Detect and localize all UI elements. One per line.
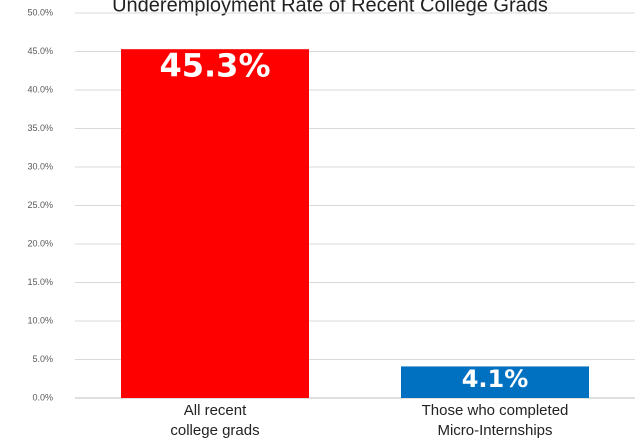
- chart-title: Underemployment Rate of Recent College G…: [112, 0, 548, 16]
- category-label-line: Micro-Internships: [437, 422, 552, 439]
- y-tick-label: 10.0%: [27, 315, 53, 325]
- y-tick-label: 0.0%: [32, 392, 53, 402]
- y-axis-tick-labels: 0.0% 5.0% 10.0% 15.0% 20.0% 25.0% 30.0% 35.0% 40…: [27, 7, 53, 402]
- data-label-1: 45.3%: [159, 46, 270, 84]
- y-tick-label: 30.0%: [27, 161, 53, 171]
- y-tick-label: 5.0%: [32, 354, 53, 364]
- y-tick-label: 20.0%: [27, 238, 53, 248]
- data-labels: 45.3% 4.1%: [159, 46, 528, 392]
- y-tick-label: 40.0%: [27, 84, 53, 94]
- y-tick-label: 15.0%: [27, 277, 53, 287]
- category-label-line: college grads: [170, 422, 259, 439]
- y-tick-label: 50.0%: [27, 7, 53, 17]
- y-tick-label: 45.0%: [27, 46, 53, 56]
- bar-1: [121, 49, 309, 398]
- bars: [121, 49, 589, 398]
- y-tick-label: 25.0%: [27, 200, 53, 210]
- data-label-2: 4.1%: [462, 365, 529, 393]
- category-label-line: Those who completed: [422, 402, 569, 419]
- bar-2: [401, 366, 589, 398]
- y-tick-label: 35.0%: [27, 123, 53, 133]
- x-axis-category-labels: All recent college grads Those who complet…: [170, 402, 568, 439]
- category-label-line: All recent: [184, 402, 247, 419]
